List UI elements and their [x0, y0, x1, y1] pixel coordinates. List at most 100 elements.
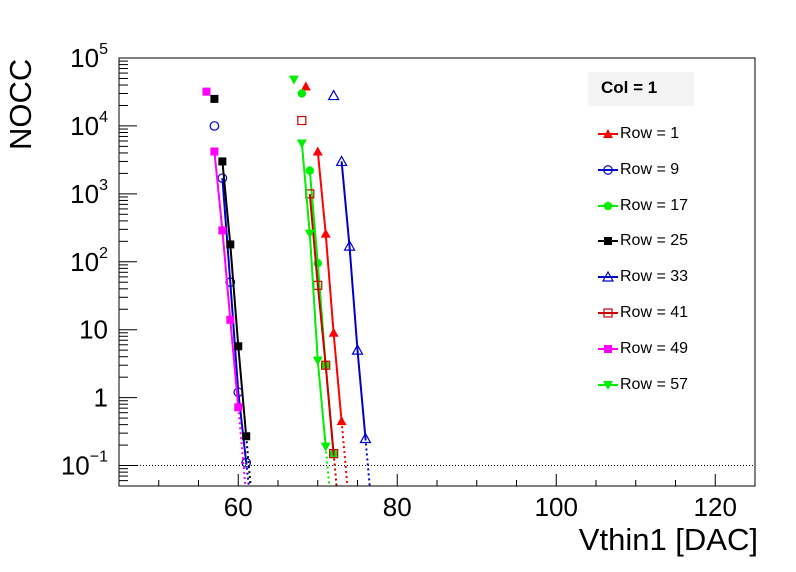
- data-point: [209, 121, 220, 131]
- data-point: [210, 94, 219, 103]
- series-line: [221, 161, 248, 437]
- data-point: [305, 166, 315, 175]
- y-tick-label: 10: [79, 315, 108, 345]
- legend-label: Row = 17: [620, 196, 689, 214]
- legend-symbol: [603, 380, 613, 390]
- series-line: [300, 143, 327, 447]
- legend-symbol: [603, 201, 613, 210]
- legend-symbol: [603, 308, 613, 318]
- series-3: [210, 94, 252, 487]
- series-tail: [237, 407, 247, 487]
- legend-symbol: [603, 129, 613, 138]
- legend-marker: [598, 344, 618, 353]
- series-tail: [324, 446, 331, 487]
- data-point: [288, 75, 299, 85]
- legend-symbol: [604, 237, 612, 246]
- data-point: [234, 403, 243, 412]
- legend-title: Col = 1: [601, 78, 658, 97]
- legend-label: Row = 25: [620, 232, 689, 250]
- data-point: [312, 356, 323, 366]
- legend-label: Row = 41: [620, 304, 689, 321]
- data-point: [320, 442, 331, 452]
- series-tail: [245, 436, 252, 487]
- series-6: [202, 87, 247, 487]
- x-tick-label: 60: [224, 492, 253, 522]
- legend-marker: [598, 129, 618, 138]
- data-point: [329, 448, 339, 459]
- data-point: [321, 360, 331, 370]
- series-0: [300, 81, 349, 487]
- legend-label: Row = 9: [620, 160, 680, 178]
- legend-symbol: [604, 344, 612, 353]
- data-point: [304, 229, 315, 239]
- y-tick-label: 10−1: [61, 449, 108, 481]
- legend-entry: Row = 41: [598, 303, 718, 323]
- data-point: [300, 81, 311, 91]
- legend-symbol: [603, 164, 613, 175]
- data-point: [242, 432, 251, 441]
- series-5: [297, 115, 339, 487]
- legend-marker: [598, 270, 618, 282]
- data-point: [202, 87, 211, 96]
- legend-marker: [598, 164, 618, 175]
- data-point: [327, 89, 340, 101]
- legend-title-box: [588, 72, 694, 106]
- series-layer: [202, 75, 372, 487]
- legend-entry: Row = 9: [598, 160, 718, 180]
- data-point: [234, 342, 243, 351]
- y-tick-label: 104: [70, 109, 108, 141]
- legend-marker: [598, 380, 618, 390]
- data-point: [328, 327, 339, 337]
- data-point: [343, 239, 356, 251]
- legend-label: Row = 33: [620, 268, 689, 286]
- series-line: [340, 161, 367, 439]
- legend-entry: Row = 33: [598, 267, 718, 287]
- data-point: [218, 157, 227, 166]
- legend-entry: Row = 1: [598, 124, 718, 144]
- series-tail: [245, 462, 250, 487]
- data-point: [241, 457, 252, 468]
- data-point: [226, 240, 235, 249]
- x-tick-label: 100: [535, 492, 578, 522]
- y-tick-label: 103: [70, 177, 108, 209]
- legend-marker: [598, 201, 618, 210]
- legend-marker: [598, 237, 618, 246]
- legend-label: Row = 49: [620, 339, 689, 357]
- series-tail: [332, 453, 338, 487]
- y-tick-label: 1: [94, 383, 108, 413]
- data-point: [218, 226, 227, 235]
- series-line: [316, 151, 343, 422]
- x-tick-label: 120: [694, 492, 737, 522]
- data-point: [335, 155, 348, 167]
- data-point: [296, 139, 307, 149]
- legend-entry: Row = 49: [598, 339, 718, 359]
- legend-entry: Row = 57: [598, 375, 718, 395]
- y-axis-title: NOCC: [3, 58, 38, 150]
- data-point: [312, 146, 323, 156]
- series-tail: [340, 421, 349, 487]
- data-point: [226, 315, 235, 324]
- data-point: [359, 432, 372, 444]
- x-tick-label: 80: [383, 492, 412, 522]
- series-line: [213, 151, 240, 408]
- data-point: [320, 228, 331, 238]
- y-tick-label: 105: [70, 41, 108, 73]
- data-point: [297, 115, 307, 126]
- x-axis-title: Vthin1 [DAC]: [578, 522, 758, 557]
- data-point: [351, 343, 364, 355]
- data-point: [210, 147, 219, 156]
- legend-symbol: [601, 270, 615, 282]
- data-point: [336, 416, 347, 426]
- legend-entry: Row = 17: [598, 196, 718, 216]
- legend-label: Row = 1: [620, 125, 680, 142]
- legend-entry: Row = 25: [598, 231, 718, 251]
- series-4: [327, 89, 372, 487]
- legend-marker: [598, 308, 618, 318]
- series-7: [288, 75, 331, 487]
- y-tick-label: 102: [70, 245, 108, 277]
- legend-label: Row = 57: [620, 375, 689, 393]
- data-point: [297, 89, 307, 98]
- series-tail: [364, 438, 371, 487]
